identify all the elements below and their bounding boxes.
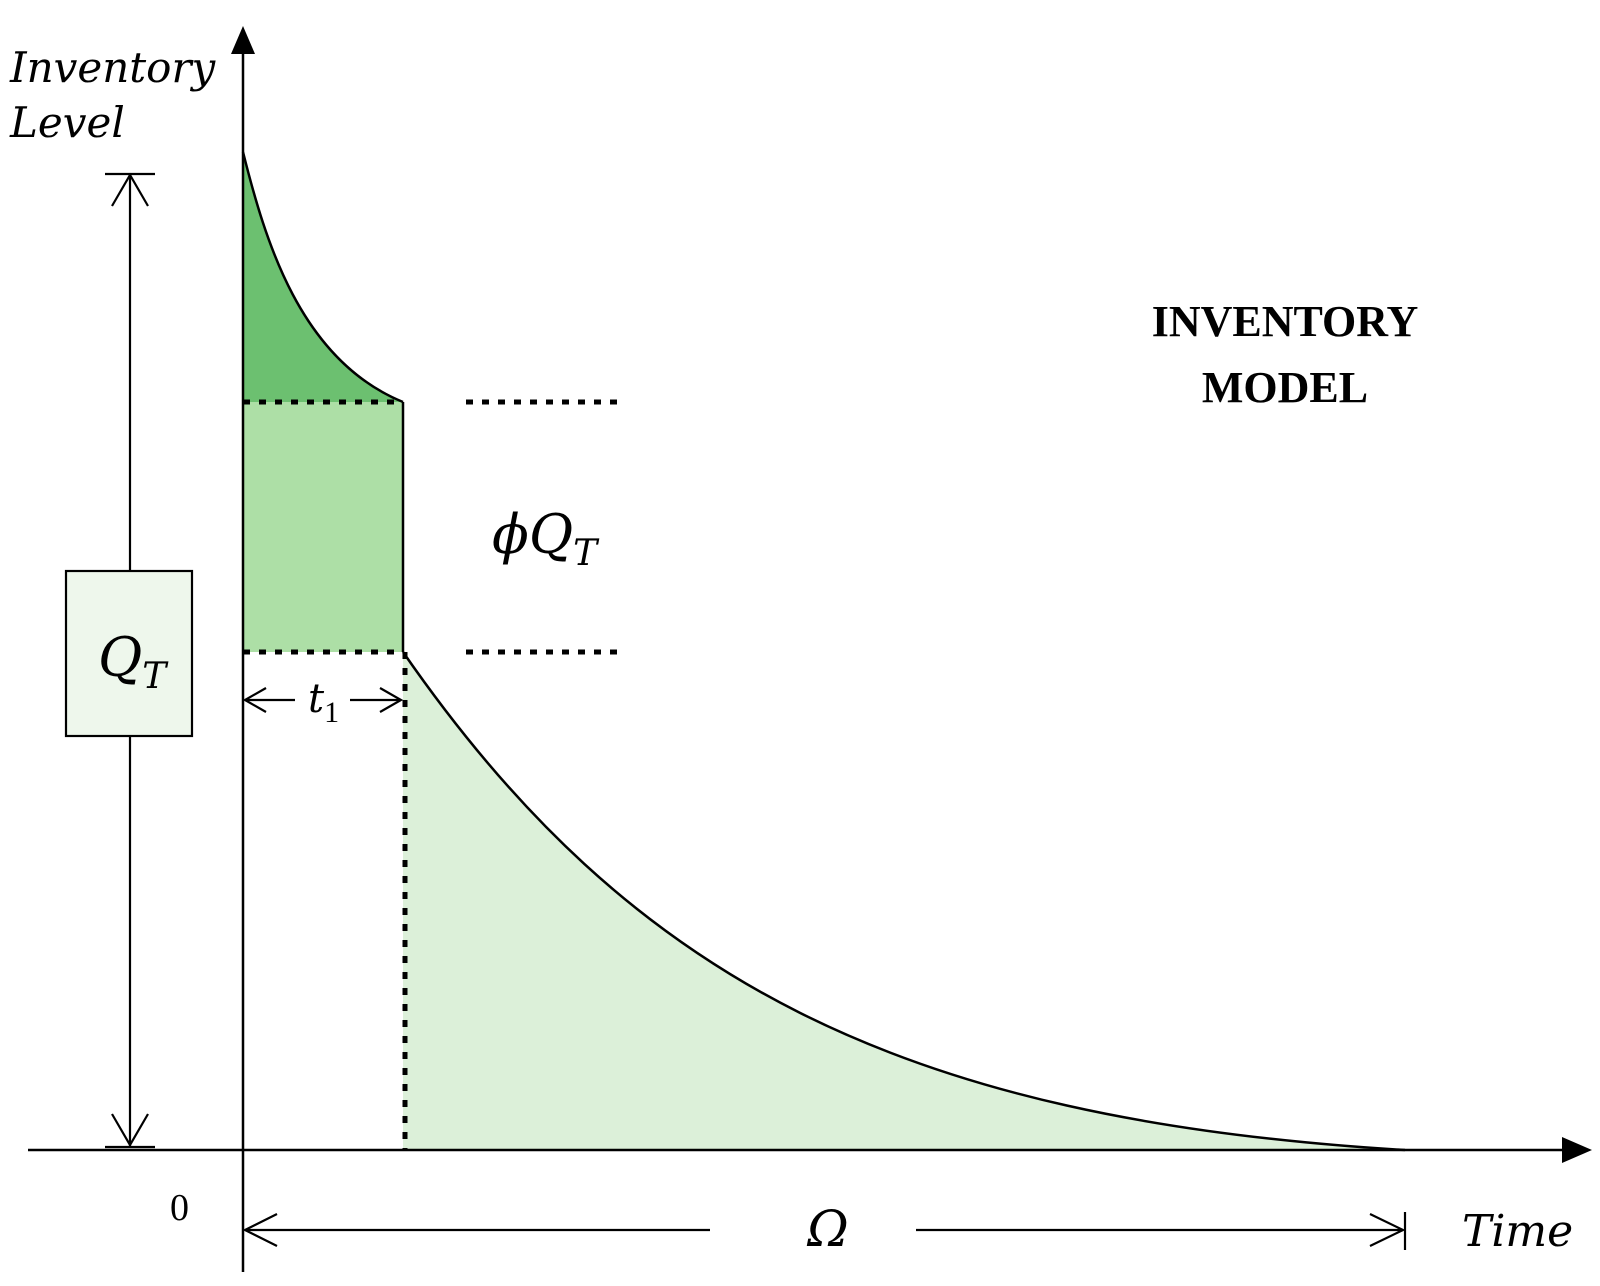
diagram-title-line2: MODEL — [1202, 363, 1368, 412]
phi-qt-label: ϕQT — [492, 503, 600, 574]
t1-subscript: 1 — [324, 696, 339, 729]
phi-qt-region — [243, 402, 403, 652]
t1-right-arrowhead — [379, 687, 404, 713]
x-axis-arrowhead — [1562, 1137, 1592, 1163]
phi-q-subscript: T — [573, 533, 600, 574]
qt-label: QT — [98, 626, 169, 697]
top-decay-curve — [241, 151, 404, 404]
x-axis-label: Time — [1462, 1206, 1573, 1257]
main-decay-region — [403, 652, 1405, 1150]
t1-t-symbol: t — [308, 676, 325, 722]
origin-label: 0 — [170, 1187, 189, 1229]
qt-q-symbol: Q — [98, 626, 142, 689]
qt-up-arrowhead — [111, 172, 149, 207]
t1-left-arrowhead — [242, 687, 267, 713]
y-axis-label-line2: Level — [9, 98, 125, 147]
omega-right-arrowhead — [1369, 1213, 1406, 1247]
phi-symbol: ϕ — [492, 503, 529, 566]
qt-label-box — [64, 569, 194, 738]
omega-left-arrowhead — [242, 1213, 278, 1247]
phi-q-symbol: Q — [529, 503, 573, 566]
top-decay-region — [243, 152, 403, 402]
y-axis-label-line1: Inventory — [9, 43, 217, 92]
qt-subscript: T — [142, 656, 169, 697]
t1-label: t1 — [308, 676, 339, 729]
qt-down-arrowhead — [111, 1113, 149, 1148]
main-decay-curve — [401, 651, 1406, 1152]
y-axis-arrowhead — [231, 26, 255, 54]
omega-label: Ω — [806, 1200, 848, 1258]
diagram-title-line1: INVENTORY — [1152, 297, 1419, 346]
